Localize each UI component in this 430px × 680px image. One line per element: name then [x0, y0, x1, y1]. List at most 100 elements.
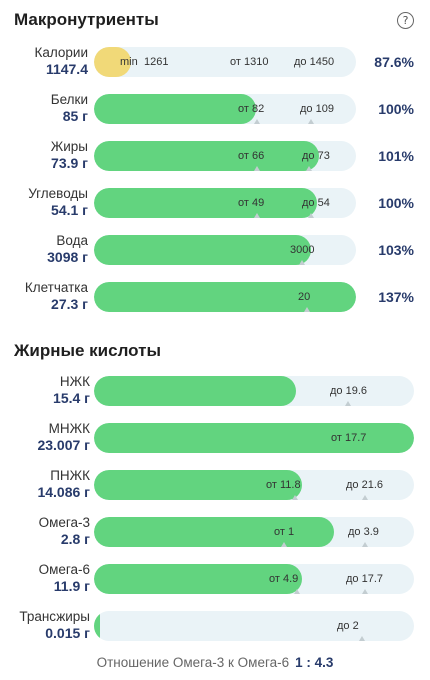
nutrient-row[interactable]: Омега-6 11.9 г от 4.9 до 17.7	[0, 562, 430, 602]
nutrient-row[interactable]: Вода 3098 г 3000 103%	[0, 233, 430, 273]
nutrient-percent: 87.6%	[374, 54, 414, 70]
range-tick	[359, 636, 365, 641]
range-tick	[281, 542, 287, 547]
range-tick	[362, 495, 368, 500]
progress-track: от 4.9 до 17.7	[94, 564, 414, 594]
range-mark: до 2	[337, 620, 359, 632]
range-mark: до 17.7	[346, 573, 384, 585]
progress-track: до 19.6	[94, 376, 414, 406]
range-tick	[362, 542, 368, 547]
progress-fill	[94, 94, 257, 124]
progress-fill	[94, 611, 100, 641]
nutrient-amount: 1147.4	[45, 61, 88, 77]
nutrient-label: Клетчатка 27.3 г	[25, 280, 88, 312]
progress-track: от 1 до 3.9	[94, 517, 414, 547]
range-mark: от 1310	[230, 56, 269, 68]
range-mark: от 1	[274, 526, 295, 538]
progress-fill	[94, 517, 334, 547]
nutrient-row[interactable]: Углеводы 54.1 г от 49 до 54 100%	[0, 186, 430, 226]
range-tick	[299, 260, 305, 265]
range-mark: 3000	[290, 244, 315, 256]
progress-fill	[94, 47, 131, 77]
range-mark: до 3.9	[348, 526, 379, 538]
omega-ratio-value: 1 : 4.3	[295, 655, 334, 670]
nutrient-amount: 54.1 г	[51, 202, 88, 218]
range-tick	[304, 307, 310, 312]
nutrient-percent: 100%	[378, 195, 414, 211]
progress-track: от 11.8 до 21.6	[94, 470, 414, 500]
progress-fill	[94, 376, 296, 406]
range-tick	[362, 589, 368, 594]
progress-track: min 1261 от 1310 до 1450	[94, 47, 356, 77]
nutrient-label: МНЖК 23.007 г	[37, 421, 90, 453]
nutrient-amount: 27.3 г	[51, 296, 88, 312]
progress-track: от 49 до 54	[94, 188, 356, 218]
progress-fill	[94, 423, 414, 453]
nutrient-percent: 100%	[378, 101, 414, 117]
range-mark: до 21.6	[346, 479, 384, 491]
nutrient-name: Жиры	[50, 139, 88, 154]
nutrient-row[interactable]: Трансжиры 0.015 г до 2	[0, 609, 430, 649]
range-tick	[254, 119, 260, 124]
nutrient-row[interactable]: Омега-3 2.8 г от 1 до 3.9	[0, 515, 430, 555]
nutrient-label: Углеводы 54.1 г	[28, 186, 88, 218]
nutrient-name: Трансжиры	[19, 609, 90, 624]
nutrient-name: Омега-6	[38, 562, 90, 577]
help-icon[interactable]: ?	[397, 12, 414, 29]
omega-ratio: Отношение Омега-3 к Омега-6 1 : 4.3	[0, 655, 430, 670]
range-tick	[254, 166, 260, 171]
range-mark: 20	[298, 291, 311, 303]
range-tick	[254, 213, 260, 218]
nutrient-amount: 0.015 г	[45, 625, 90, 641]
nutrient-row[interactable]: Белки 85 г от 82 до 109 100%	[0, 92, 430, 132]
nutrient-name: ПНЖК	[50, 468, 90, 483]
nutrient-row[interactable]: НЖК 15.4 г до 19.6	[0, 374, 430, 414]
nutrient-amount: 14.086 г	[37, 484, 90, 500]
range-mark: 1261	[144, 56, 169, 68]
progress-fill	[94, 141, 320, 171]
nutrient-name: Вода	[56, 233, 88, 248]
fatty-acids-title: Жирные кислоты	[14, 341, 161, 360]
nutrient-name: Калории	[34, 45, 89, 60]
nutrient-percent: 137%	[378, 289, 414, 305]
range-tick	[294, 589, 300, 594]
nutrient-label: Омега-6 11.9 г	[39, 562, 90, 594]
nutrient-percent: 103%	[378, 242, 414, 258]
omega-ratio-label: Отношение Омега-3 к Омега-6	[96, 655, 290, 670]
range-tick	[308, 119, 314, 124]
nutrient-label: Омега-3 2.8 г	[39, 515, 90, 547]
nutrient-label: ПНЖК 14.086 г	[37, 468, 90, 500]
range-tick	[308, 213, 314, 218]
nutrient-row[interactable]: Жиры 73.9 г от 66 до 73 101%	[0, 139, 430, 179]
nutrient-percent: 101%	[378, 148, 414, 164]
nutrient-name: Углеводы	[28, 186, 88, 201]
progress-fill	[94, 282, 356, 312]
progress-fill	[94, 235, 312, 265]
nutrient-name: Белки	[50, 92, 88, 107]
progress-fill	[94, 470, 302, 500]
nutrient-amount: 15.4 г	[53, 390, 90, 406]
progress-fill	[94, 564, 302, 594]
nutrient-label: Вода 3098 г	[47, 233, 88, 265]
nutrient-name: Омега-3	[38, 515, 90, 530]
progress-track: 3000	[94, 235, 356, 265]
nutrient-row[interactable]: Клетчатка 27.3 г 20 137%	[0, 280, 430, 320]
nutrient-name: МНЖК	[48, 421, 90, 436]
nutrient-name: Клетчатка	[24, 280, 88, 295]
range-mark: от 11.8	[266, 479, 301, 491]
nutrient-amount: 11.9 г	[53, 578, 90, 594]
progress-track: до 2	[94, 611, 414, 641]
range-mark: от 17.7	[331, 432, 367, 444]
nutrient-row[interactable]: Калории 1147.4 min 1261 от 1310 до 1450 87.6%	[0, 45, 430, 85]
progress-track: от 82 до 109	[94, 94, 356, 124]
nutrient-amount: 23.007 г	[37, 437, 90, 453]
range-tick	[292, 495, 298, 500]
nutrient-label: Трансжиры 0.015 г	[19, 609, 90, 641]
progress-track: 20	[94, 282, 356, 312]
nutrient-row[interactable]: ПНЖК 14.086 г от 11.8 до 21.6	[0, 468, 430, 508]
range-mark: от 49	[238, 197, 265, 209]
nutrient-label: Калории 1147.4	[35, 45, 89, 77]
range-mark: от 66	[238, 150, 265, 162]
nutrient-row[interactable]: МНЖК 23.007 г от 17.7	[0, 421, 430, 461]
nutrient-label: Жиры 73.9 г	[51, 139, 88, 171]
